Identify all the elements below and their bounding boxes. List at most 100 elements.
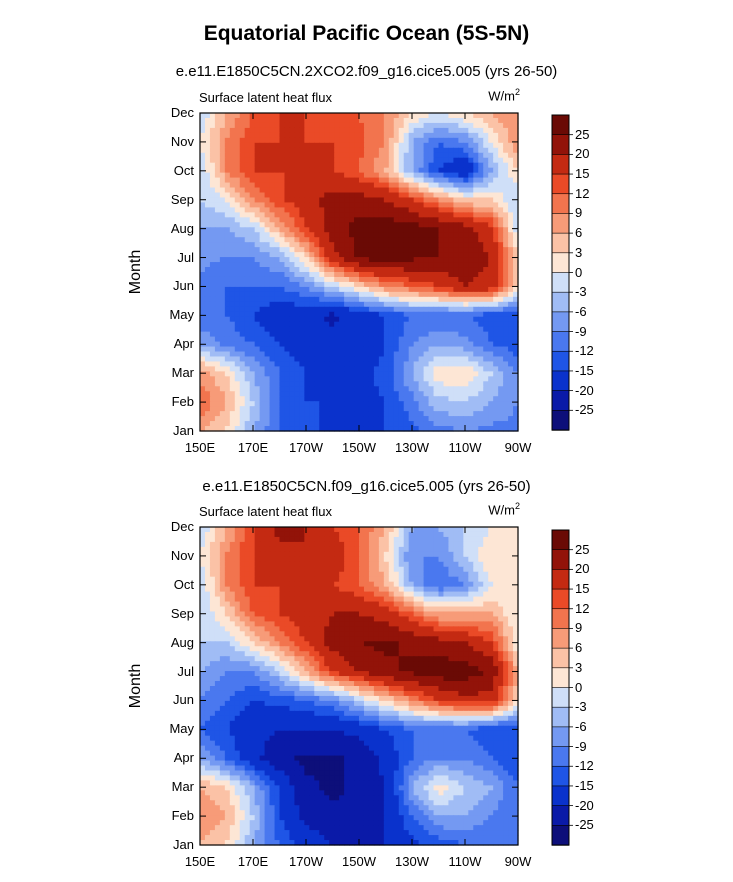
heatmap-cell	[249, 257, 256, 263]
heatmap-cell	[204, 212, 211, 218]
heatmap-cell	[304, 286, 310, 293]
heatmap-cell	[413, 147, 420, 154]
heatmap-cell	[488, 331, 494, 338]
heatmap-cell	[443, 157, 450, 164]
heatmap-cell	[344, 381, 350, 387]
heatmap-cell	[363, 167, 370, 174]
heatmap-cell	[209, 197, 216, 204]
heatmap-cell	[324, 227, 330, 233]
heatmap-cell	[359, 306, 365, 313]
heatmap-cell	[349, 556, 355, 563]
heatmap-cell	[498, 391, 504, 397]
heatmap-cell	[214, 361, 221, 368]
heatmap-cell	[249, 306, 256, 313]
heatmap-cell	[219, 306, 226, 313]
heatmap-cell	[378, 247, 385, 253]
heatmap-cell	[214, 197, 221, 204]
heatmap-cell	[388, 272, 395, 278]
heatmap-cell	[264, 371, 271, 377]
heatmap-cell	[200, 212, 206, 218]
heatmap-cell	[344, 147, 350, 154]
heatmap-cell	[503, 346, 509, 353]
heatmap-cell	[493, 177, 499, 184]
heatmap-cell	[284, 556, 291, 563]
heatmap-cell	[363, 326, 370, 333]
heatmap-cell	[373, 276, 380, 283]
heatmap-cell	[294, 386, 300, 392]
heatmap-cell	[339, 172, 345, 179]
heatmap-cell	[493, 401, 499, 407]
heatmap-cell	[473, 371, 479, 377]
heatmap-cell	[443, 192, 450, 199]
heatmap-cell	[403, 276, 410, 283]
heatmap-cell	[433, 291, 440, 298]
heatmap-cell	[398, 257, 405, 263]
heatmap-cell	[468, 281, 474, 288]
heatmap-cell	[498, 546, 504, 553]
heatmap-cell	[468, 346, 474, 353]
heatmap-cell	[269, 122, 276, 129]
heatmap-cell	[383, 341, 390, 348]
heatmap-cell	[354, 301, 360, 308]
heatmap-cell	[329, 306, 335, 313]
heatmap-cell	[204, 406, 211, 412]
heatmap-cell	[383, 237, 390, 243]
heatmap-cell	[503, 222, 509, 228]
heatmap-cell	[259, 281, 266, 288]
heatmap-cell	[284, 272, 291, 278]
heatmap-cell	[289, 376, 296, 382]
heatmap-cell	[488, 396, 494, 402]
heatmap-cell	[378, 192, 385, 199]
heatmap-cell	[334, 267, 340, 273]
heatmap-cell	[478, 527, 484, 533]
heatmap-cell	[264, 237, 271, 243]
heatmap-cell	[363, 281, 370, 288]
heatmap-cell	[458, 576, 464, 583]
heatmap-cell	[289, 426, 296, 432]
heatmap-cell	[508, 257, 514, 263]
heatmap-cell	[299, 182, 305, 189]
heatmap-cell	[388, 147, 395, 154]
heatmap-cell	[329, 536, 335, 543]
heatmap-cell	[264, 571, 271, 578]
heatmap-cell	[279, 182, 286, 189]
heatmap-cell	[329, 227, 335, 233]
heatmap-cell	[478, 411, 484, 417]
heatmap-cell	[513, 242, 519, 248]
heatmap-cell	[319, 321, 325, 328]
heatmap-cell	[388, 316, 395, 323]
heatmap-cell	[234, 177, 241, 184]
heatmap-cell	[359, 421, 365, 427]
heatmap-cell	[403, 167, 410, 174]
heatmap-cell	[344, 113, 350, 119]
heatmap-cell	[359, 281, 365, 288]
heatmap-cell	[388, 197, 395, 204]
heatmap-cell	[289, 172, 296, 179]
heatmap-cell	[418, 192, 425, 199]
heatmap-cell	[463, 281, 469, 288]
heatmap-cell	[304, 426, 310, 432]
heatmap-cell	[398, 276, 405, 283]
heatmap-cell	[314, 162, 320, 169]
heatmap-cell	[383, 207, 390, 213]
heatmap-cell	[304, 157, 310, 164]
heatmap-cell	[200, 527, 206, 533]
heatmap-cell	[279, 177, 286, 184]
heatmap-cell	[468, 252, 474, 258]
heatmap-cell	[418, 306, 425, 313]
heatmap-cell	[468, 147, 474, 154]
heatmap-cell	[398, 576, 405, 583]
heatmap-cell	[393, 207, 400, 213]
heatmap-cell	[443, 182, 450, 189]
heatmap-cell	[354, 237, 360, 243]
heatmap-cell	[214, 551, 221, 558]
heatmap-cell	[443, 272, 450, 278]
heatmap-cell	[254, 127, 261, 134]
heatmap-cell	[488, 262, 494, 268]
heatmap-cell	[418, 122, 425, 129]
heatmap-cell	[478, 286, 484, 293]
heatmap-cell	[363, 581, 370, 588]
heatmap-cell	[508, 242, 514, 248]
heatmap-cell	[309, 561, 315, 568]
heatmap-cell	[304, 227, 310, 233]
